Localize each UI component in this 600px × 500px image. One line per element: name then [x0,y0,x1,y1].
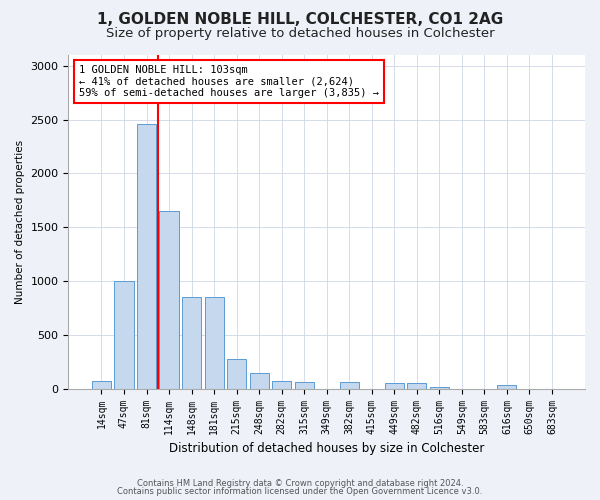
Bar [407,383,427,388]
Y-axis label: Number of detached properties: Number of detached properties [15,140,25,304]
Bar [160,211,179,388]
Bar [182,297,201,388]
Bar [497,386,517,388]
Bar [137,124,156,388]
Bar [250,372,269,388]
Bar [385,383,404,388]
Bar [340,382,359,388]
Bar [227,358,246,388]
Bar [205,297,224,388]
Bar [115,281,134,388]
Text: Contains HM Land Registry data © Crown copyright and database right 2024.: Contains HM Land Registry data © Crown c… [137,478,463,488]
Text: 1 GOLDEN NOBLE HILL: 103sqm
← 41% of detached houses are smaller (2,624)
59% of : 1 GOLDEN NOBLE HILL: 103sqm ← 41% of det… [79,65,379,98]
X-axis label: Distribution of detached houses by size in Colchester: Distribution of detached houses by size … [169,442,484,455]
Bar [295,382,314,388]
Bar [272,380,291,388]
Bar [92,380,111,388]
Text: 1, GOLDEN NOBLE HILL, COLCHESTER, CO1 2AG: 1, GOLDEN NOBLE HILL, COLCHESTER, CO1 2A… [97,12,503,28]
Text: Size of property relative to detached houses in Colchester: Size of property relative to detached ho… [106,28,494,40]
Text: Contains public sector information licensed under the Open Government Licence v3: Contains public sector information licen… [118,487,482,496]
Bar [430,387,449,388]
